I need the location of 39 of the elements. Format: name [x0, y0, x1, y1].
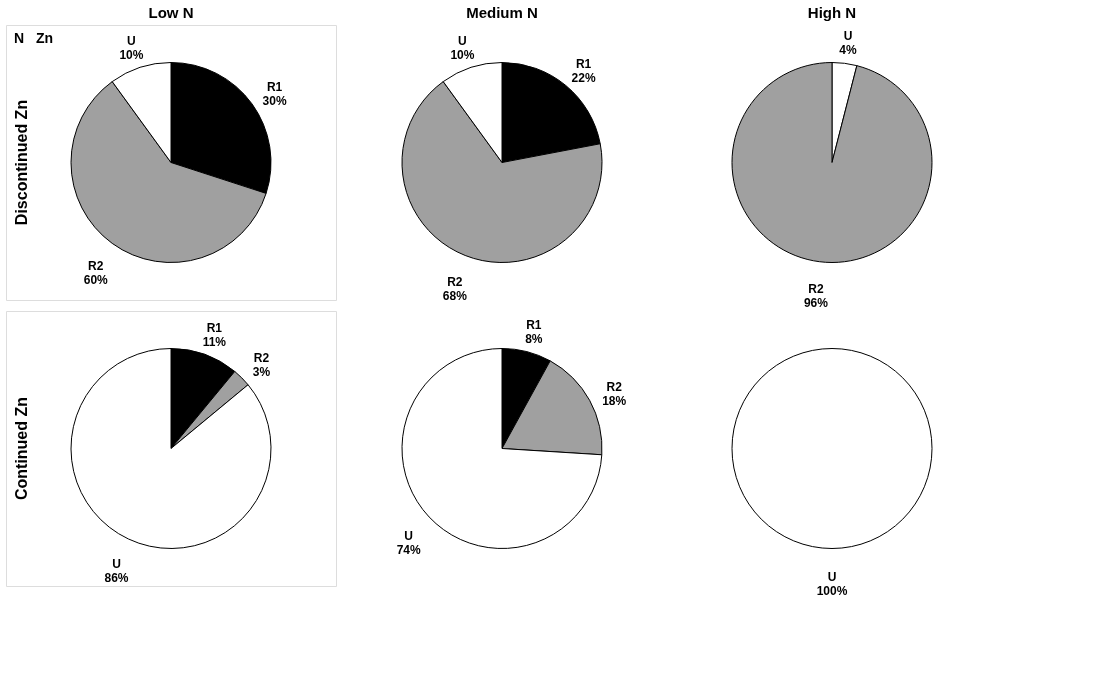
slice-label: U — [843, 28, 853, 43]
slice-label: R1 — [526, 317, 542, 332]
data-label: 96% — [803, 296, 829, 311]
chart-title: Medium N — [466, 4, 538, 21]
slice-label: R2 — [447, 274, 463, 289]
slice-label: R2 — [253, 350, 270, 365]
data-label: 18% — [602, 393, 627, 408]
text: Continued Zn — [13, 396, 30, 501]
text: Discontinued Zn — [13, 99, 30, 226]
data-label: 8% — [525, 331, 543, 346]
slice-label: R1 — [266, 80, 283, 95]
data-label: 3% — [252, 364, 271, 379]
data-label: 100% — [816, 583, 848, 598]
slice-label: R2 — [88, 259, 104, 274]
chart-title: Low N — [148, 4, 194, 21]
data-label: 30% — [262, 94, 287, 109]
slice-label: U — [458, 33, 467, 48]
slice-label: U — [827, 569, 837, 584]
slice-label: U — [404, 529, 414, 544]
data-label: 10% — [450, 47, 475, 62]
data-label: 86% — [104, 571, 129, 586]
slice-label: U — [127, 33, 136, 48]
slice-label: R2 — [808, 282, 824, 297]
slice-label: R1 — [575, 56, 592, 71]
data-label: 68% — [442, 288, 468, 303]
data-label: 22% — [571, 70, 596, 85]
data-label: 10% — [119, 47, 144, 62]
data-label: 11% — [202, 335, 227, 350]
chart-title: High N — [807, 4, 857, 21]
data-label: 4% — [839, 42, 858, 57]
data-label: 60% — [83, 273, 109, 288]
text: N — [14, 30, 25, 46]
text: Zn — [36, 30, 54, 46]
slice-label: R1 — [206, 321, 223, 336]
pie-slice — [731, 62, 933, 263]
data-label: 74% — [396, 543, 422, 558]
slice-label: R2 — [606, 379, 623, 394]
slice-label: U — [112, 557, 121, 572]
pie-slice — [70, 348, 272, 549]
